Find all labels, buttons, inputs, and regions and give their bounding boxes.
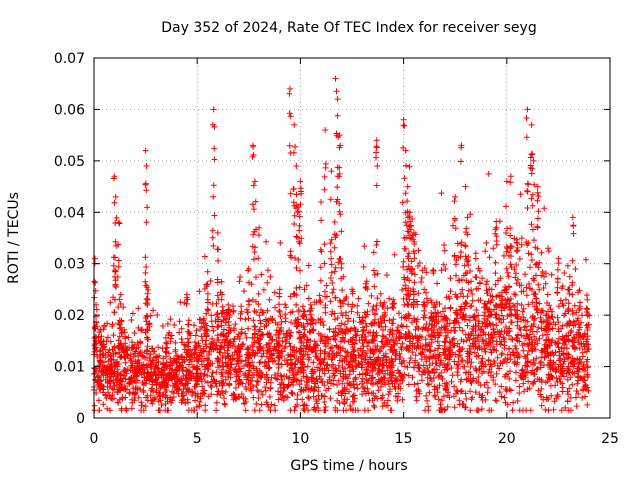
- axis-ticks: 0 5 10 15 20 25 0 0.01 0.02 0.03 0.04 0.05 0.06 0.07: [54, 51, 619, 447]
- x-tick-label: 25: [601, 431, 619, 447]
- roti-plus-markers: [91, 75, 593, 414]
- y-tick-label: 0.07: [54, 51, 85, 67]
- x-tick-label: 20: [498, 431, 516, 447]
- y-tick-label: 0: [76, 411, 85, 427]
- y-tick-label: 0.02: [54, 308, 85, 324]
- y-tick-label: 0.01: [54, 360, 85, 376]
- y-axis-label: ROTI / TECUs: [6, 192, 22, 284]
- chart-title: Day 352 of 2024, Rate Of TEC Index for r…: [161, 20, 536, 36]
- y-tick-label: 0.04: [54, 205, 85, 221]
- x-tick-label: 0: [90, 431, 99, 447]
- y-tick-label: 0.06: [54, 102, 85, 118]
- x-tick-label: 10: [291, 431, 309, 447]
- x-tick-label: 15: [395, 431, 413, 447]
- x-axis-label: GPS time / hours: [290, 458, 407, 474]
- x-tick-label: 5: [193, 431, 202, 447]
- plot-frame: [93, 57, 611, 419]
- y-tick-label: 0.05: [54, 154, 85, 170]
- y-tick-label: 0.03: [54, 257, 85, 273]
- data-points: [91, 75, 593, 414]
